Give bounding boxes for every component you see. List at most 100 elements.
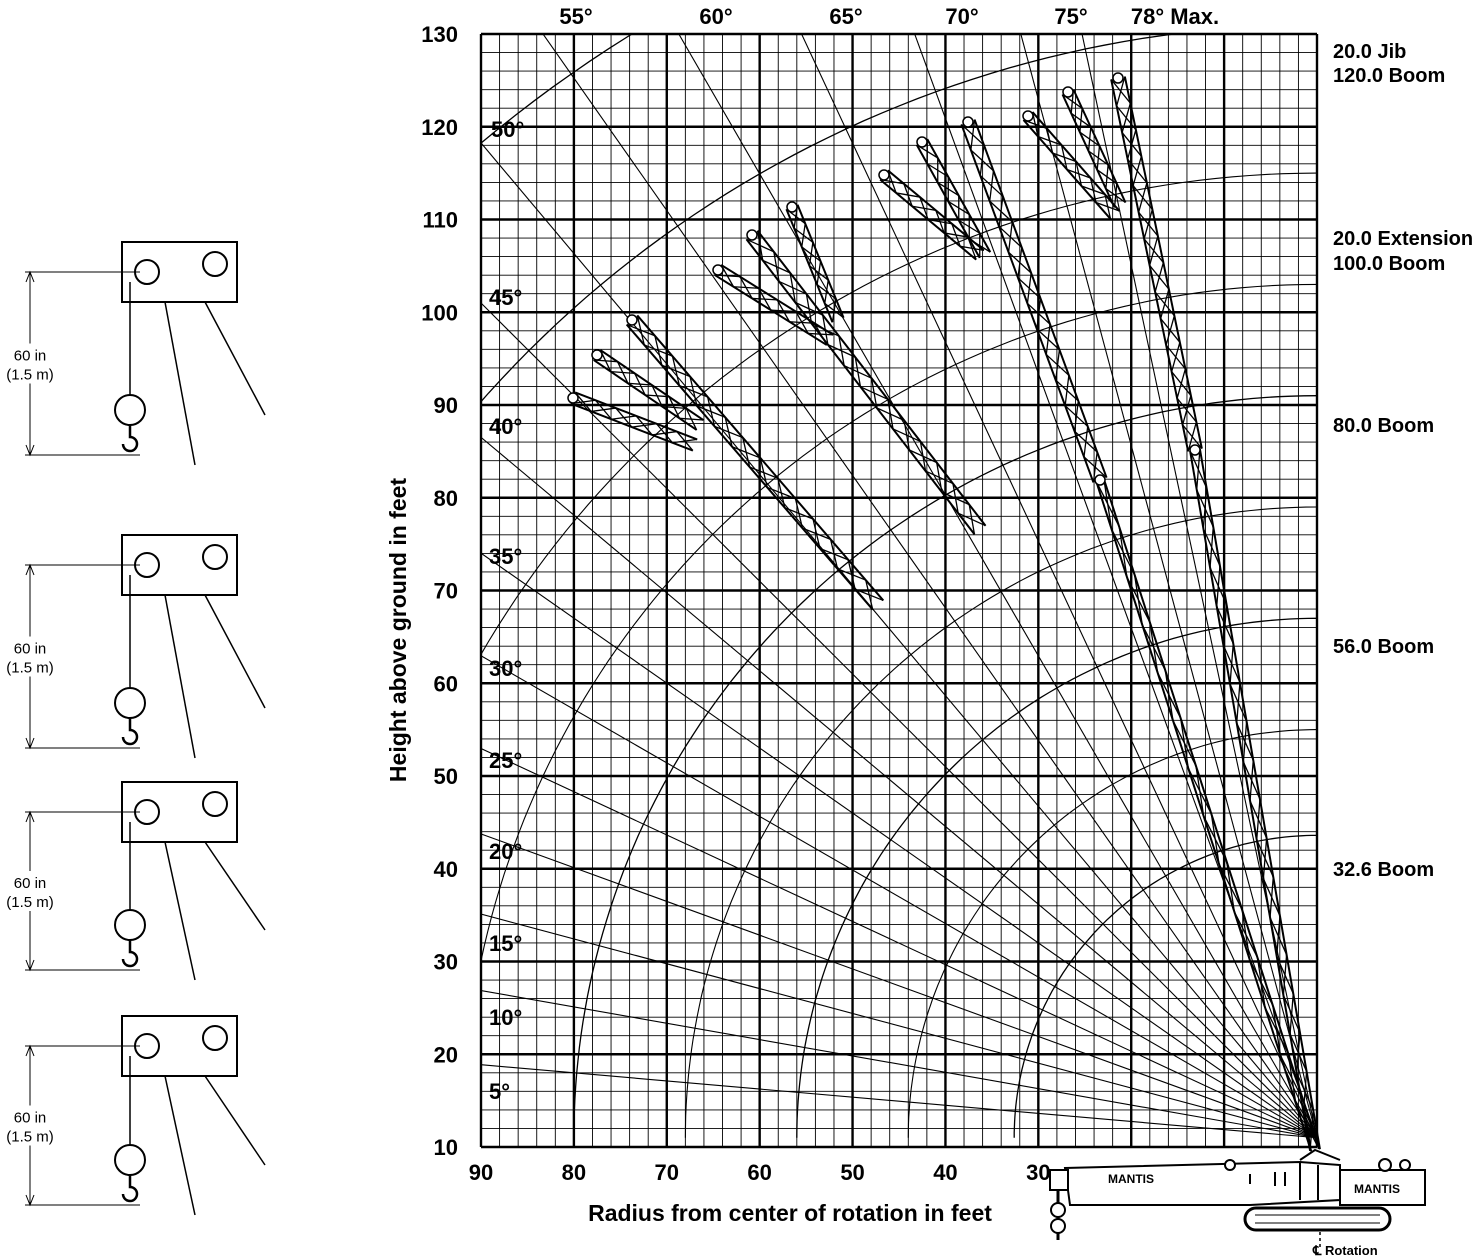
- boom-lattice: [1094, 474, 1320, 1152]
- angle-line-50: [481, 142, 1317, 1139]
- boom-length-label: 32.6 Boom: [1333, 859, 1434, 881]
- boom-lattice: [1110, 72, 1203, 452]
- angle-line-55: [542, 34, 1317, 1139]
- left-angle-label: 45°: [489, 285, 522, 310]
- y-tick-label: 40: [434, 857, 458, 882]
- boom-lattice: [591, 349, 704, 431]
- boom-lattice: [745, 229, 987, 535]
- dimension-label: 60 in: [14, 875, 47, 892]
- boom-lattice: [625, 314, 885, 611]
- angle-line-30: [481, 655, 1317, 1139]
- boom-length-label: 120.0 Boom: [1333, 65, 1445, 87]
- crane-carrier: [1049, 1148, 1426, 1250]
- y-tick-label: 100: [421, 300, 458, 325]
- x-tick-label: 80: [562, 1160, 586, 1185]
- x-tick-label: 40: [933, 1160, 957, 1185]
- angle-line-15: [481, 913, 1317, 1139]
- y-tick-label: 110: [423, 208, 459, 233]
- angle-line-20: [481, 833, 1317, 1139]
- boom-lattice: [785, 201, 845, 323]
- angle-line-70: [914, 34, 1317, 1138]
- y-tick-label: 50: [434, 764, 458, 789]
- y-tick-label: 60: [434, 671, 458, 696]
- angle-line-45: [481, 302, 1317, 1139]
- left-angle-label: 30°: [489, 656, 522, 681]
- boom-lattice: [960, 116, 1108, 483]
- left-angle-label: 35°: [489, 544, 522, 569]
- chart-grid: [479, 32, 1319, 1149]
- boom-lattice: [1022, 110, 1121, 220]
- dimension-metric: (1.5 m): [6, 367, 54, 384]
- boom-lattice: [712, 264, 834, 346]
- angle-line-10: [481, 989, 1317, 1139]
- left-angle-label: 5°: [489, 1079, 510, 1104]
- rigging-detail: 60 in (1.5 m): [4, 1015, 266, 1216]
- x-tick-label: 50: [840, 1160, 864, 1185]
- angle-line-75: [1020, 34, 1317, 1138]
- top-angle-label: 78° Max.: [1131, 4, 1219, 29]
- x-tick-label: 70: [655, 1160, 679, 1185]
- y-tick-label: 20: [434, 1042, 458, 1067]
- top-angle-labels: 55° 60° 65° 70° 75° 78° Max.: [559, 4, 1219, 29]
- rigging-detail: 60 in (1.5 m): [4, 534, 266, 759]
- boom-length-label: 20.0 Jib: [1333, 41, 1406, 63]
- boom-lattice: [1189, 444, 1321, 1152]
- y-tick-label: 90: [434, 393, 458, 418]
- top-angle-label: 55°: [559, 4, 592, 29]
- angle-line-25: [481, 747, 1317, 1139]
- dimension-metric: (1.5 m): [6, 1129, 54, 1146]
- left-angle-label: 25°: [489, 748, 522, 773]
- angle-line-5: [481, 1064, 1317, 1139]
- x-axis-title: Radius from center of rotation in feet: [588, 1200, 992, 1226]
- y-tick-label: 70: [434, 579, 458, 604]
- dimension-metric: (1.5 m): [6, 894, 54, 911]
- x-tick-labels: 90 80 70 60 50 40 30: [469, 1160, 1051, 1185]
- left-angle-labels: 50° 45° 40° 35° 30° 25° 20° 15° 10° 5°: [489, 117, 524, 1104]
- left-angle-label: 50°: [491, 117, 524, 142]
- left-angle-label: 20°: [489, 839, 522, 864]
- x-tick-label: 30: [1026, 1160, 1050, 1185]
- boom-sketches: [567, 72, 1321, 1152]
- top-angle-label: 65°: [829, 4, 862, 29]
- rotation-label: ℄ Rotation: [1312, 1243, 1378, 1258]
- angle-line-40: [481, 436, 1317, 1139]
- angle-line-60: [678, 34, 1317, 1139]
- left-angle-label: 10°: [489, 1005, 522, 1030]
- boom-lattice: [567, 391, 698, 452]
- angle-line-35: [481, 552, 1317, 1139]
- y-axis-title: Height above ground in feet: [385, 478, 411, 782]
- y-tick-label: 10: [434, 1135, 458, 1160]
- boom-length-label: 100.0 Boom: [1333, 253, 1445, 275]
- x-tick-label: 60: [747, 1160, 771, 1185]
- boom-lattice: [878, 169, 985, 261]
- crane-brand-text-2: MANTIS: [1354, 1182, 1400, 1196]
- boom-lattice: [1061, 86, 1127, 208]
- boom-length-label: 80.0 Boom: [1333, 415, 1434, 437]
- top-angle-label: 75°: [1054, 4, 1087, 29]
- boom-length-label: 20.0 Extension: [1333, 228, 1473, 250]
- dimension-label: 60 in: [14, 1110, 47, 1127]
- y-tick-label: 80: [434, 486, 458, 511]
- y-tick-label: 120: [421, 115, 458, 140]
- angle-line-65: [800, 34, 1317, 1138]
- y-tick-label: 30: [434, 950, 458, 975]
- left-angle-label: 40°: [489, 414, 522, 439]
- boom-length-label: 56.0 Boom: [1333, 636, 1434, 658]
- boom-angle-lines: [481, 34, 1317, 1139]
- x-tick-label: 90: [469, 1160, 493, 1185]
- dimension-metric: (1.5 m): [6, 660, 54, 677]
- top-angle-label: 60°: [699, 4, 732, 29]
- rigging-details: 60 in(1.5 m)60 in(1.5 m)60 in(1.5 m)60 i…: [4, 241, 266, 1216]
- y-tick-label: 130: [421, 22, 458, 47]
- left-angle-label: 15°: [489, 931, 522, 956]
- rigging-detail: 60 in (1.5 m): [4, 781, 266, 981]
- rigging-detail: 60 in (1.5 m): [4, 241, 266, 466]
- angle-line-78: [1081, 34, 1317, 1138]
- dimension-label: 60 in: [14, 348, 47, 365]
- y-tick-labels: 130 120 110 100 90 80 70 60 50 40 30 20 10: [421, 22, 458, 1160]
- dimension-label: 60 in: [14, 641, 47, 658]
- top-angle-label: 70°: [945, 4, 978, 29]
- crane-brand-text: MANTIS: [1108, 1172, 1154, 1186]
